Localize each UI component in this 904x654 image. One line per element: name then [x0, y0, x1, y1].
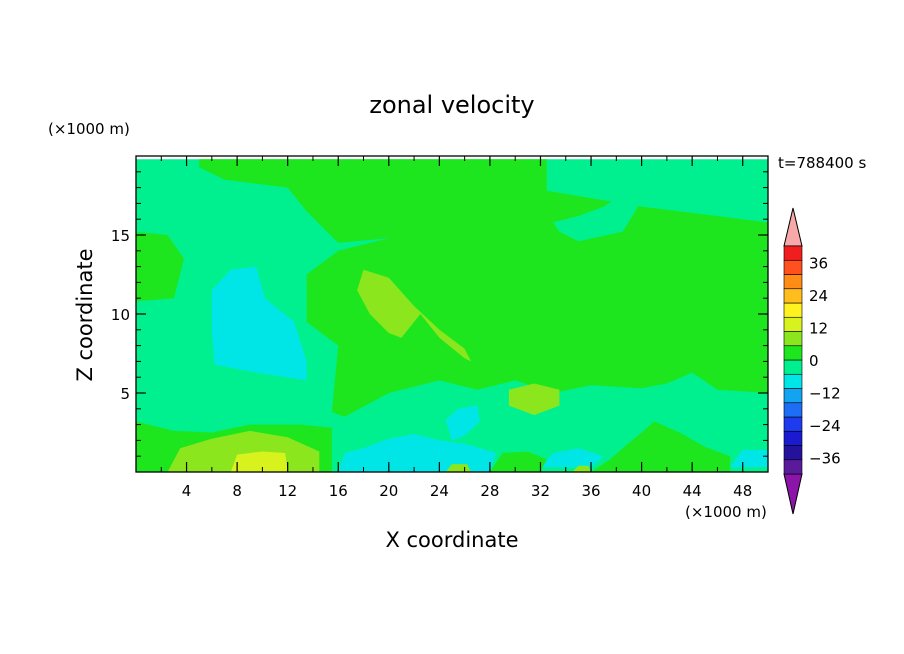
- colorbar-tick-label: 24: [809, 287, 828, 305]
- colorbar: 36 24 12 0 −12 −24 −36: [783, 207, 841, 515]
- x-tick-label: 4: [182, 482, 192, 500]
- colorbar-swatch: [783, 373, 803, 389]
- colorbar-tick-label: −24: [809, 417, 841, 435]
- x-tick-label: 12: [278, 482, 297, 500]
- colorbar-swatch: [783, 388, 803, 404]
- colorbar-swatch: [783, 459, 803, 475]
- region-right-green: [306, 190, 768, 417]
- colorbar-swatch: [783, 245, 803, 261]
- region-cyan-bottom: [338, 434, 497, 472]
- region-cyan-mid: [445, 405, 480, 441]
- x-unit-label: (×1000 m): [685, 503, 767, 521]
- colorbar-over-triangle: [783, 207, 803, 247]
- x-tick-label: 24: [430, 482, 449, 500]
- colorbar-tick-label: −36: [809, 450, 841, 468]
- time-label: t=788400 s: [778, 154, 866, 172]
- plot-fill: [136, 159, 768, 472]
- region-lime-blob: [508, 383, 560, 416]
- y-axis-label: Z coordinate: [73, 248, 97, 381]
- x-axis-label: X coordinate: [385, 528, 518, 552]
- x-tick-label: 16: [329, 482, 348, 500]
- y-unit-label: (×1000 m): [48, 120, 130, 138]
- region-right-upper-teal: [553, 190, 642, 242]
- x-tick-label: 20: [379, 482, 398, 500]
- colorbar-swatch: [783, 402, 803, 418]
- colorbar-swatch: [783, 302, 803, 318]
- region-green-bottom-mid: [489, 451, 547, 472]
- colorbar-under-triangle: [783, 473, 803, 515]
- x-tick-label: 44: [683, 482, 702, 500]
- x-tick-label: 40: [632, 482, 651, 500]
- colorbar-swatch: [783, 359, 803, 375]
- region-cyan-right-bottom: [540, 448, 604, 468]
- region-upper-green: [199, 159, 547, 243]
- colorbar-swatch: [783, 316, 803, 332]
- x-tick-label: 28: [480, 482, 499, 500]
- colorbar-swatch: [783, 331, 803, 347]
- x-tick-label: 48: [733, 482, 752, 500]
- x-tick-label: 32: [531, 482, 550, 500]
- y-tick-label: 5: [120, 385, 130, 403]
- x-tick-label: 8: [232, 482, 242, 500]
- x-tick-label: 36: [581, 482, 600, 500]
- colorbar-swatch: [783, 274, 803, 290]
- y-tick-label: 15: [111, 227, 130, 245]
- colorbar-tick-label: −12: [809, 385, 841, 403]
- chart-title: zonal velocity: [369, 91, 534, 119]
- region-cyan-left: [211, 266, 307, 381]
- colorbar-swatch: [783, 259, 803, 275]
- y-tick-label: 10: [111, 306, 130, 324]
- region-left-upper-green: [136, 231, 184, 302]
- colorbar-swatch: [783, 345, 803, 361]
- colorbar-swatch: [783, 288, 803, 304]
- colorbar-swatch: [783, 430, 803, 446]
- colorbar-swatch: [783, 445, 803, 461]
- region-central-lime-arc: [357, 269, 471, 362]
- colorbar-tick-label: 36: [809, 254, 828, 272]
- region-cyan-right-edge: [730, 449, 768, 468]
- colorbar-tick-label: 0: [809, 352, 819, 370]
- region-green-bottom-right: [591, 421, 731, 472]
- colorbar-swatch: [783, 416, 803, 432]
- region-lime-spot: [572, 465, 591, 472]
- region-yellow-bottom: [230, 451, 288, 472]
- colorbar-tick-label: 12: [809, 319, 828, 337]
